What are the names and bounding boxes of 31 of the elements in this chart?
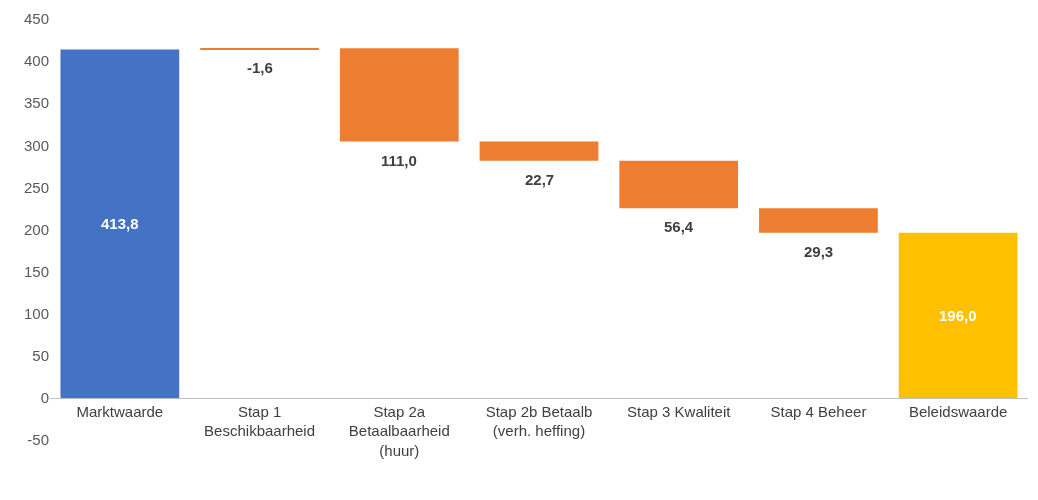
x-tick-label: Stap 3 Kwaliteit [627, 402, 732, 420]
y-tick-label: 0 [40, 389, 49, 407]
y-tick-label: 250 [23, 178, 49, 196]
y-tick-label: 400 [23, 52, 49, 70]
y-tick-label: 350 [23, 94, 49, 112]
x-tick-label: Stap 2b Betaalb (verh. heffing) [485, 402, 593, 440]
y-tick-label: 50 [32, 347, 49, 365]
data-label: 56,4 [664, 218, 694, 235]
y-tick-label: -50 [27, 431, 49, 449]
y-tick-label: 200 [23, 220, 49, 238]
y-tick-label: 100 [23, 304, 49, 322]
bar [479, 141, 599, 161]
data-label: 29,3 [804, 243, 834, 260]
bar [898, 232, 1018, 398]
bar [60, 49, 180, 398]
bar [339, 48, 459, 142]
x-tick-label: Beleidswaarde [908, 402, 1008, 420]
y-tick-label: 300 [23, 136, 49, 154]
x-tick-label: Stap 2a Betaalbaarheid (huur) [348, 402, 450, 459]
x-tick-label: Stap 4 Beheer [770, 402, 867, 420]
data-label: -1,6 [247, 59, 273, 76]
bar [619, 160, 739, 209]
data-label: 22,7 [525, 171, 555, 188]
y-tick-label: 150 [23, 262, 49, 280]
x-tick-label: Stap 1 Beschikbaarheid [204, 402, 316, 440]
bar [759, 208, 878, 233]
data-label: 111,0 [381, 152, 417, 169]
data-label: 196,0 [939, 307, 977, 324]
data-label: 413,8 [101, 215, 139, 232]
x-tick-label: Marktwaarde [76, 402, 164, 420]
y-tick-label: 450 [23, 10, 49, 28]
